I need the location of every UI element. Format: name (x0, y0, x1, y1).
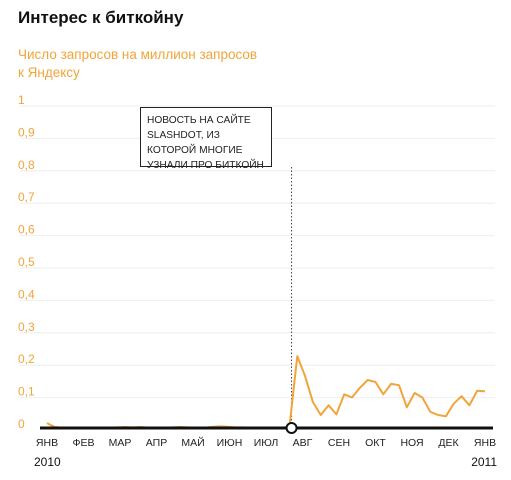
y-tick-label: 0,6 (18, 223, 35, 237)
y-tick-label: 0,7 (18, 190, 35, 204)
x-tick-label: СЕН (328, 437, 350, 449)
x-tick-label: ФЕВ (73, 437, 95, 449)
x-tick-label: ДЕК (438, 437, 459, 449)
y-tick-label: 0,5 (18, 255, 35, 269)
x-tick-label: ОКТ (365, 437, 386, 449)
y-tick-label: 0,3 (18, 320, 35, 334)
chart-title: Интерес к биткойну (18, 8, 184, 27)
year-end-label: 2011 (471, 455, 497, 469)
x-tick-label: ИЮН (217, 437, 243, 449)
y-tick-label: 0,4 (18, 287, 35, 301)
y-tick-labels: 0 0,1 0,2 0,3 0,4 0,5 0,6 0,7 0,8 0,9 1 (18, 93, 35, 431)
series-line (46, 355, 486, 429)
annotation-box: НОВОСТЬ НА САЙТЕ SLASHDOT, ИЗ КОТОРОЙ МН… (140, 107, 272, 171)
year-start-label: 2010 (34, 455, 61, 469)
y-tick-label: 0,9 (18, 125, 35, 139)
y-tick-label: 0,1 (18, 385, 35, 399)
x-tick-label: НОЯ (400, 437, 423, 449)
annotation-marker (285, 422, 298, 434)
x-tick-label: ИЮЛ (254, 437, 279, 449)
y-tick-label: 0,2 (18, 352, 35, 366)
x-tick-label: МАЙ (181, 436, 204, 449)
x-tick-label: АВГ (293, 437, 313, 449)
x-tick-label: ЯНВ (474, 437, 496, 449)
y-tick-label: 1 (18, 93, 25, 107)
chart-subtitle: Число запросов на миллион запросов к Янд… (18, 47, 258, 80)
y-tick-label: 0 (18, 417, 25, 431)
y-tick-label: 0,8 (18, 158, 35, 172)
x-tick-labels: ЯНВ ФЕВ МАР АПР МАЙ ИЮН ИЮЛ АВГ СЕН ОКТ НОЯ ДЕК ЯНВ (36, 436, 496, 449)
x-tick-label: ЯНВ (36, 437, 58, 449)
x-tick-label: АПР (146, 437, 167, 449)
x-tick-label: МАР (109, 437, 132, 449)
